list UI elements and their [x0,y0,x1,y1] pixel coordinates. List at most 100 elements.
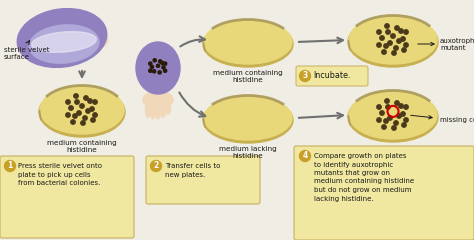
Text: 3: 3 [302,72,308,80]
Text: Transfer cells to
new plates.: Transfer cells to new plates. [165,163,220,178]
Circle shape [75,100,79,104]
Circle shape [149,62,152,65]
Text: medium lacking
histidine: medium lacking histidine [219,146,277,159]
Circle shape [404,118,408,122]
Text: Incubate.: Incubate. [313,72,350,80]
Ellipse shape [155,103,161,119]
Ellipse shape [40,86,124,134]
Circle shape [386,105,390,109]
Polygon shape [82,25,108,52]
Ellipse shape [203,21,293,67]
Circle shape [81,121,85,125]
Ellipse shape [29,25,99,63]
Text: sterile velvet
surface: sterile velvet surface [4,47,49,60]
Circle shape [66,100,70,104]
Text: medium containing
histidine: medium containing histidine [47,140,117,153]
Circle shape [388,41,392,45]
Circle shape [394,121,398,125]
Ellipse shape [146,103,151,117]
Ellipse shape [161,103,165,117]
Ellipse shape [143,91,173,109]
Circle shape [153,59,156,62]
Ellipse shape [348,92,438,142]
Circle shape [392,126,396,130]
Circle shape [91,118,95,122]
Circle shape [156,64,160,67]
Ellipse shape [204,20,292,64]
Circle shape [77,111,81,115]
Circle shape [93,113,97,117]
Ellipse shape [204,96,292,140]
Text: Compare growth on plates
to identify auxotrophic
mutants that grow on
medium con: Compare growth on plates to identify aux… [314,153,414,202]
Circle shape [395,101,399,105]
Circle shape [388,116,392,120]
Circle shape [395,26,399,30]
Circle shape [377,43,381,47]
Circle shape [93,100,97,104]
Circle shape [71,120,75,124]
Circle shape [90,107,94,111]
FancyBboxPatch shape [294,146,474,240]
Circle shape [401,37,405,41]
Circle shape [151,161,162,172]
Circle shape [402,48,406,52]
Ellipse shape [136,42,180,94]
Circle shape [397,39,401,43]
Circle shape [158,71,161,74]
Circle shape [377,30,381,34]
Ellipse shape [203,97,293,143]
Circle shape [4,161,16,172]
Circle shape [66,113,70,117]
Circle shape [300,71,310,82]
Circle shape [74,94,78,98]
FancyBboxPatch shape [0,156,134,238]
Circle shape [161,61,164,65]
Circle shape [404,105,408,109]
Ellipse shape [349,91,437,139]
Circle shape [401,112,405,116]
Polygon shape [20,28,48,55]
Circle shape [385,99,389,103]
Circle shape [69,106,73,110]
Circle shape [149,69,152,72]
Circle shape [84,96,88,100]
Circle shape [384,119,388,123]
Circle shape [162,66,165,69]
Circle shape [404,30,408,34]
Circle shape [377,105,381,109]
Circle shape [150,65,154,68]
Circle shape [164,62,167,65]
Circle shape [402,123,406,127]
Circle shape [83,116,87,120]
Text: auxotrophic
mutant: auxotrophic mutant [440,37,474,50]
Circle shape [380,36,384,40]
Circle shape [391,34,395,38]
Circle shape [394,46,398,50]
Text: 1: 1 [8,162,13,170]
Ellipse shape [151,103,155,119]
Ellipse shape [165,104,171,114]
FancyBboxPatch shape [296,66,368,86]
Ellipse shape [349,16,437,64]
Circle shape [73,114,77,118]
Circle shape [385,24,389,28]
Circle shape [380,111,384,115]
Text: 4: 4 [302,151,308,161]
FancyBboxPatch shape [146,156,260,204]
Circle shape [86,109,90,113]
Circle shape [382,125,386,129]
Circle shape [382,50,386,54]
Ellipse shape [17,9,107,67]
Circle shape [80,104,84,108]
Text: missing colony: missing colony [440,117,474,123]
Ellipse shape [39,87,125,137]
Circle shape [392,51,396,55]
Circle shape [397,114,401,118]
Circle shape [399,104,403,108]
Circle shape [159,60,162,63]
Circle shape [153,70,156,73]
Text: 2: 2 [154,162,159,170]
Circle shape [384,44,388,48]
Text: Press sterile velvet onto
plate to pick up cells
from bacterial colonies.: Press sterile velvet onto plate to pick … [18,163,102,186]
Circle shape [88,99,92,103]
